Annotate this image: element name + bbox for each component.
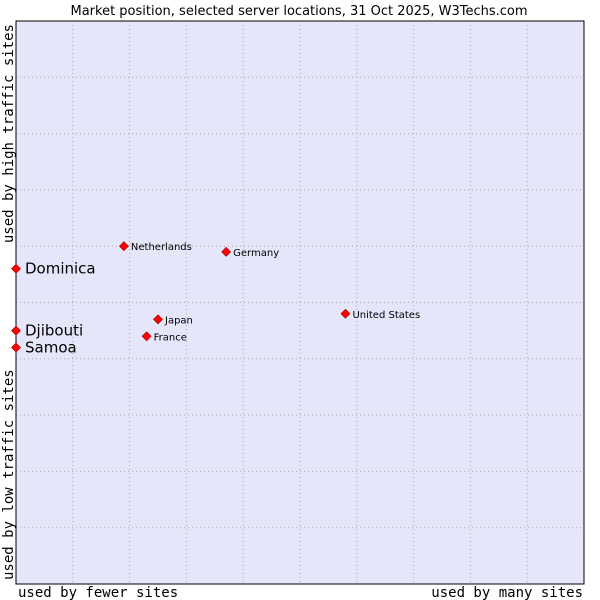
point-label-france: France [154, 332, 187, 343]
point-label-united-states: United States [352, 310, 420, 321]
x-axis-label-left: used by fewer sites [18, 585, 178, 600]
x-axis-label-right: used by many sites [431, 585, 583, 600]
point-marker-japan [153, 314, 163, 325]
point-label-djibouti: Djibouti [25, 322, 83, 340]
point-label-samoa: Samoa [25, 339, 77, 357]
point-marker-france [141, 331, 152, 342]
point-marker-united-states [340, 308, 351, 319]
chart-title: Market position, selected server locatio… [70, 4, 527, 19]
point-label-netherlands: Netherlands [131, 242, 192, 253]
point-marker-netherlands [118, 241, 129, 252]
point-marker-dominica [11, 263, 21, 274]
point-label-dominica: Dominica [25, 260, 96, 278]
point-label-germany: Germany [233, 248, 279, 259]
point-marker-samoa [11, 342, 21, 353]
plot-border [15, 20, 585, 585]
y-axis-label-top: used by high traffic sites [1, 24, 17, 243]
data-points: Netherlands Germany Dominica United States J… [11, 241, 420, 357]
point-label-japan: Japan [164, 315, 193, 326]
point-marker-germany [221, 246, 232, 257]
grid-lines [16, 21, 584, 584]
y-axis-label-bottom: used by low traffic sites [1, 369, 17, 580]
point-marker-djibouti [11, 325, 21, 336]
